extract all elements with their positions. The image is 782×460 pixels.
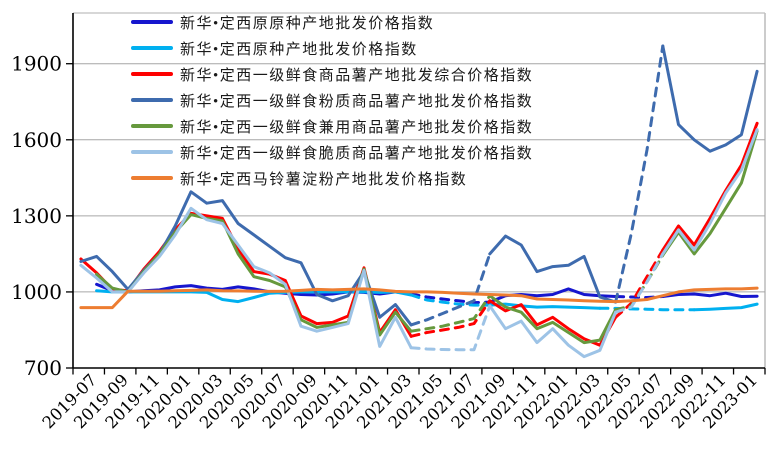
- series-line-1: [409, 293, 492, 307]
- legend-swatch-line: [131, 176, 173, 180]
- y-axis-tick-label: 1600: [11, 128, 62, 152]
- chart-legend: 新华•定西原原种产地批发价格指数 新华•定西原种产地批发价格指数 新华•定西一级…: [131, 9, 533, 191]
- legend-item: 新华•定西一级鲜食兼用商品薯产地批发价格指数: [131, 113, 533, 139]
- y-axis-tick-label: 700: [24, 356, 62, 380]
- series-line-5: [409, 304, 492, 352]
- legend-swatch-line: [131, 46, 173, 50]
- legend-label: 新华•定西一级鲜食商品薯产地批发综合价格指数: [180, 67, 534, 84]
- series-line-5: [488, 304, 618, 359]
- series-line-3: [614, 44, 665, 304]
- series-line-3: [409, 252, 492, 327]
- legend-label: 新华•定西马铃薯淀粉产地批发价格指数: [180, 171, 468, 188]
- series-line-5: [661, 128, 759, 256]
- y-axis-tick-label: 1300: [11, 204, 62, 228]
- series-line-2: [614, 248, 665, 319]
- series-line-1: [692, 302, 759, 312]
- y-axis-tick-label: 1000: [11, 280, 62, 304]
- legend-item: 新华•定西一级鲜食脆质商品薯产地批发价格指数: [131, 139, 533, 165]
- series-line-5: [614, 252, 665, 314]
- series-line-4: [409, 294, 492, 333]
- series-line-2: [409, 299, 492, 338]
- legend-label: 新华•定西一级鲜食粉质商品薯产地批发价格指数: [180, 93, 534, 110]
- y-axis-tick-label: 1900: [11, 52, 62, 76]
- series-line-1: [488, 302, 602, 310]
- legend-swatch-line: [131, 72, 173, 76]
- legend-swatch-line: [131, 98, 173, 102]
- series-line-3: [661, 44, 759, 153]
- legend-item: 新华•定西原原种产地批发价格指数: [131, 9, 533, 35]
- legend-label: 新华•定西一级鲜食脆质商品薯产地批发价格指数: [180, 145, 534, 162]
- legend-item: 新华•定西一级鲜食粉质商品薯产地批发价格指数: [131, 87, 533, 113]
- series-line-0: [661, 291, 759, 298]
- legend-swatch-line: [131, 150, 173, 154]
- legend-swatch-line: [131, 20, 173, 24]
- series-line-5: [79, 206, 413, 350]
- series-line-3: [488, 234, 618, 304]
- legend-item: 新华•定西原种产地批发价格指数: [131, 35, 533, 61]
- series-line-2: [661, 121, 759, 252]
- legend-item: 新华•定西一级鲜食商品薯产地批发综合价格指数: [131, 61, 533, 87]
- series-line-0: [409, 292, 492, 305]
- legend-swatch-line: [131, 124, 173, 128]
- series-line-6: [79, 286, 759, 310]
- legend-label: 新华•定西原原种产地批发价格指数: [180, 15, 435, 32]
- legend-label: 新华•定西原种产地批发价格指数: [180, 41, 418, 58]
- legend-label: 新华•定西一级鲜食兼用商品薯产地批发价格指数: [180, 119, 534, 136]
- legend-item: 新华•定西马铃薯淀粉产地批发价格指数: [131, 165, 533, 191]
- series-line-4: [488, 294, 618, 345]
